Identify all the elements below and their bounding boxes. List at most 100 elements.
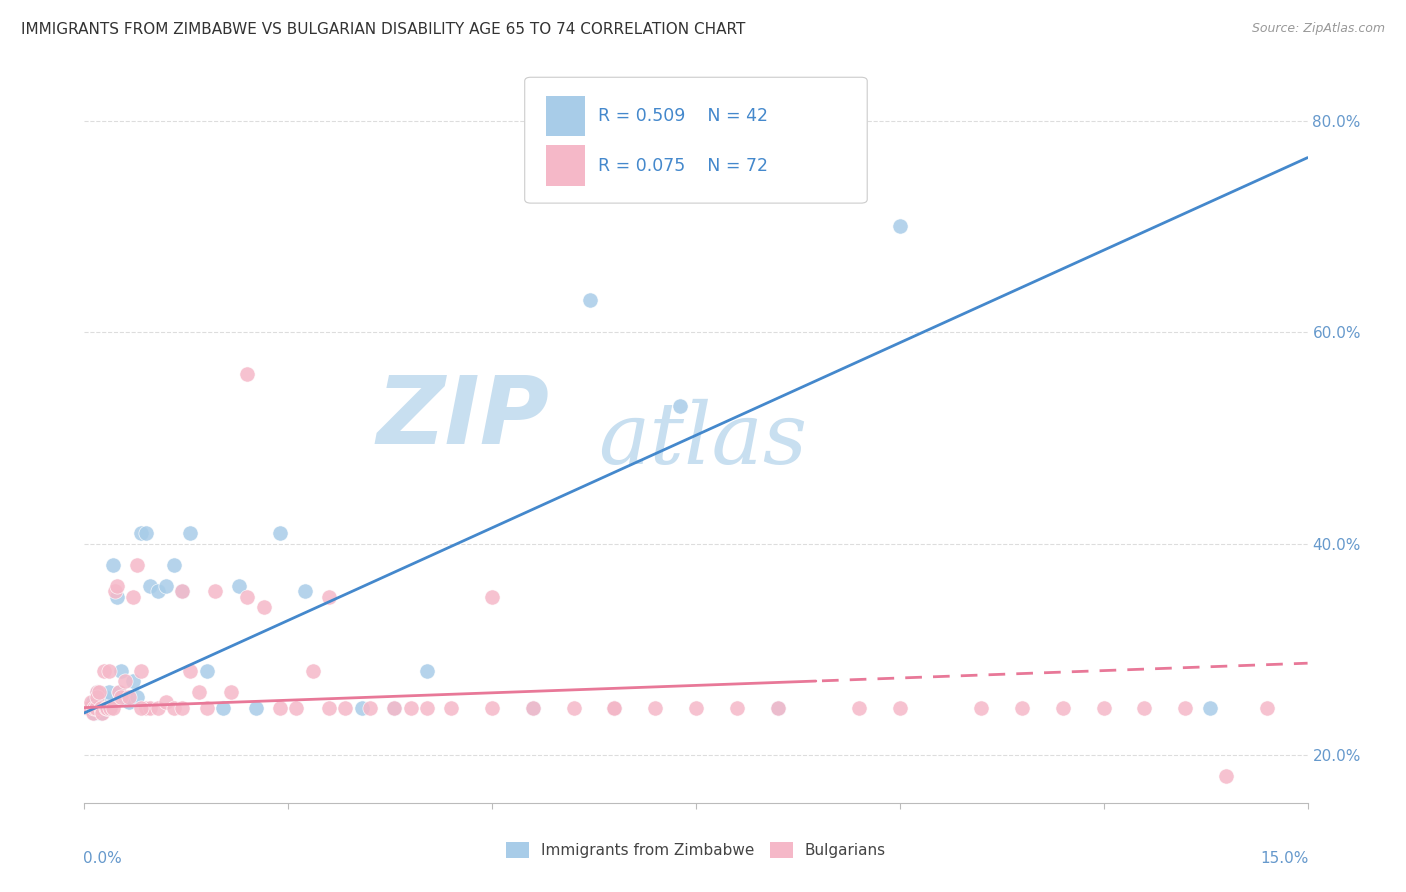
Point [187, 685, 209, 699]
Point [94, 700, 117, 714]
Point [100, 700, 122, 714]
Point [135, 700, 157, 714]
Point [91, 695, 114, 709]
Point [766, 700, 789, 714]
Point [382, 700, 405, 714]
Point [83, 706, 105, 720]
Point [163, 558, 186, 572]
Point [579, 293, 602, 308]
FancyBboxPatch shape [546, 95, 585, 136]
Point [195, 700, 218, 714]
Point [131, 700, 153, 714]
Point [848, 700, 870, 714]
Point [725, 700, 748, 714]
Point [416, 664, 439, 678]
Point [301, 664, 323, 678]
Point [399, 700, 422, 714]
Point [522, 700, 544, 714]
Text: Source: ZipAtlas.com: Source: ZipAtlas.com [1251, 22, 1385, 36]
FancyBboxPatch shape [546, 145, 585, 186]
Point [562, 700, 585, 714]
Point [146, 700, 169, 714]
Point [91, 706, 114, 720]
Point [163, 700, 186, 714]
Point [138, 579, 160, 593]
Point [86, 685, 108, 699]
Point [110, 690, 132, 704]
Point [766, 700, 789, 714]
Text: R = 0.509    N = 42: R = 0.509 N = 42 [598, 108, 768, 126]
Point [104, 584, 127, 599]
Point [107, 685, 129, 699]
Point [93, 690, 115, 704]
Point [77, 700, 100, 714]
Point [83, 700, 105, 714]
Point [80, 695, 103, 709]
Point [350, 700, 373, 714]
Point [172, 584, 194, 599]
Point [1052, 700, 1074, 714]
Point [101, 558, 124, 572]
Point [440, 700, 463, 714]
Point [146, 584, 169, 599]
Point [122, 590, 145, 604]
Point [236, 590, 259, 604]
Point [131, 664, 153, 678]
Point [685, 700, 707, 714]
Point [155, 579, 177, 593]
Point [155, 695, 177, 709]
Point [86, 690, 108, 704]
Point [318, 590, 340, 604]
Point [87, 690, 110, 704]
Point [96, 700, 118, 714]
Point [97, 664, 120, 678]
Point [481, 700, 503, 714]
Point [1198, 700, 1220, 714]
Point [114, 674, 136, 689]
Point [269, 700, 291, 714]
Point [481, 590, 503, 604]
Point [97, 685, 120, 699]
Text: ZIP: ZIP [377, 372, 550, 464]
Point [253, 600, 276, 615]
Point [318, 700, 340, 714]
Point [204, 584, 226, 599]
Point [382, 700, 405, 714]
Point [118, 695, 141, 709]
Point [644, 700, 666, 714]
Point [118, 690, 141, 704]
Point [80, 700, 103, 714]
Point [195, 664, 218, 678]
Point [294, 584, 316, 599]
Point [212, 700, 235, 714]
Point [135, 526, 157, 541]
Point [1256, 700, 1278, 714]
Point [82, 695, 104, 709]
Legend: Immigrants from Zimbabwe, Bulgarians: Immigrants from Zimbabwe, Bulgarians [506, 842, 886, 858]
Point [335, 700, 357, 714]
Text: 15.0%: 15.0% [1260, 851, 1309, 866]
Point [127, 558, 149, 572]
Point [138, 700, 160, 714]
Point [179, 526, 201, 541]
Point [90, 706, 112, 720]
FancyBboxPatch shape [524, 78, 868, 203]
Point [1011, 700, 1033, 714]
Point [114, 690, 136, 704]
Point [1215, 769, 1237, 783]
Point [1174, 700, 1197, 714]
Point [172, 700, 194, 714]
Point [105, 579, 128, 593]
Point [889, 700, 911, 714]
Point [100, 700, 122, 714]
Point [101, 700, 124, 714]
Text: IMMIGRANTS FROM ZIMBABWE VS BULGARIAN DISABILITY AGE 65 TO 74 CORRELATION CHART: IMMIGRANTS FROM ZIMBABWE VS BULGARIAN DI… [21, 22, 745, 37]
Text: 0.0%: 0.0% [83, 851, 122, 866]
Point [236, 368, 259, 382]
Point [84, 700, 107, 714]
Point [219, 685, 242, 699]
Point [416, 700, 439, 714]
Point [889, 219, 911, 234]
Point [603, 700, 626, 714]
Point [228, 579, 250, 593]
